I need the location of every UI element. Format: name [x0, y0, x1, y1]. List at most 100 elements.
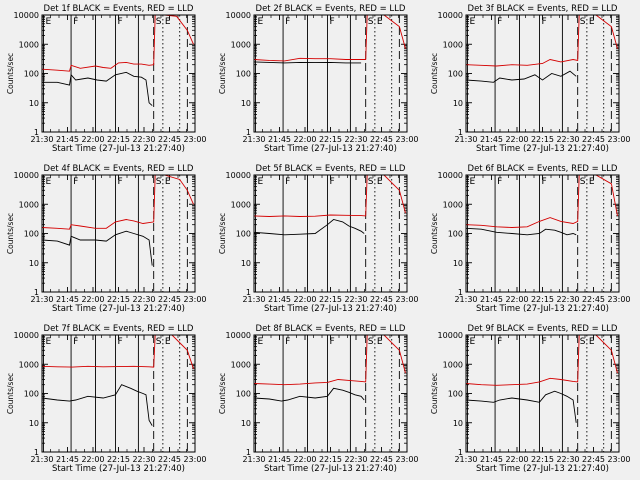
detector-panel-1: Det 1f BLACK = Events, RED = LLD 1 10 100 10…	[6, 4, 207, 154]
y-tick-label: 1000	[443, 360, 463, 369]
region-label: E	[377, 17, 383, 27]
plot-frame	[465, 14, 620, 133]
y-axis-label: Counts/sec	[6, 213, 15, 254]
region-label: E	[46, 177, 52, 187]
x-tick-label: 21:45	[268, 295, 291, 304]
x-tick-label: 22:30	[132, 455, 155, 464]
x-tick-label: 22:00	[81, 455, 104, 464]
x-tick-label: 22:15	[319, 455, 342, 464]
series-line-events	[254, 219, 365, 236]
region-label: F	[117, 17, 122, 27]
region-label: S	[368, 337, 374, 347]
x-tick-label: 22:45	[370, 135, 393, 144]
region-label: F	[541, 337, 546, 347]
y-tick-label: 1	[34, 128, 39, 137]
region-label: F	[73, 177, 78, 187]
y-tick-label: 100	[24, 230, 39, 239]
x-tick-label: 23:00	[183, 295, 206, 304]
x-tick-label: 22:45	[158, 455, 181, 464]
plot-frame	[253, 334, 408, 453]
x-tick-label: 22:00	[505, 455, 528, 464]
x-axis-label: Start Time (27-Jul-13 21:27:40)	[52, 304, 185, 314]
x-tick-label: 21:45	[56, 135, 79, 144]
y-axis-label: Counts/sec	[218, 53, 227, 94]
panel-title: Det 8f BLACK = Events, RED = LLD	[256, 324, 406, 334]
y-tick-label: 100	[236, 230, 251, 239]
y-axis-label: Counts/sec	[218, 213, 227, 254]
x-tick-label: 22:15	[107, 295, 130, 304]
x-tick-label: 22:45	[582, 135, 605, 144]
detector-panel-8: Det 8f BLACK = Events, RED = LLD 1 10 100 10…	[218, 324, 419, 474]
y-tick-label: 1000	[231, 40, 251, 49]
y-axis-label: Counts/sec	[430, 373, 439, 414]
y-tick-label: 10000	[438, 11, 463, 20]
region-label: F	[285, 337, 290, 347]
panel-title: Det 6f BLACK = Events, RED = LLD	[468, 164, 618, 174]
y-tick-label: 10000	[226, 11, 251, 20]
y-tick-label: 10	[241, 99, 251, 108]
y-tick-label: 1000	[19, 200, 39, 209]
x-tick-label: 22:15	[319, 135, 342, 144]
series-line-lld	[254, 15, 406, 62]
x-tick-label: 22:15	[531, 455, 554, 464]
x-tick-label: 22:30	[132, 135, 155, 144]
x-tick-label: 22:15	[531, 295, 554, 304]
region-label: E	[46, 337, 52, 347]
x-tick-label: 22:30	[556, 455, 579, 464]
region-label: S	[368, 177, 374, 187]
x-axis-label: Start Time (27-Jul-13 21:27:40)	[52, 464, 185, 474]
series-line-lld	[42, 335, 194, 369]
x-tick-label: 22:30	[556, 295, 579, 304]
plot-frame	[465, 174, 620, 293]
y-axis-label: Counts/sec	[430, 213, 439, 254]
x-tick-label: 21:30	[454, 455, 477, 464]
region-label: E	[258, 177, 264, 187]
y-tick-label: 10000	[226, 331, 251, 340]
region-label: E	[258, 17, 264, 27]
y-tick-label: 10	[29, 419, 39, 428]
y-tick-label: 100	[24, 390, 39, 399]
series-line-events	[42, 71, 153, 106]
x-tick-label: 22:00	[293, 135, 316, 144]
detector-panel-6: Det 6f BLACK = Events, RED = LLD 1 10 100 10…	[430, 164, 631, 314]
region-label: E	[470, 337, 476, 347]
x-tick-label: 21:30	[30, 295, 53, 304]
y-tick-label: 10000	[14, 11, 39, 20]
x-tick-label: 21:30	[242, 455, 265, 464]
x-tick-label: 22:00	[81, 135, 104, 144]
x-tick-label: 22:00	[81, 295, 104, 304]
y-tick-label: 100	[448, 390, 463, 399]
y-tick-label: 1	[246, 288, 251, 297]
region-label: S	[580, 337, 586, 347]
y-tick-label: 1	[34, 448, 39, 457]
region-label: E	[377, 177, 383, 187]
x-tick-label: 21:30	[242, 295, 265, 304]
region-label: E	[589, 177, 595, 187]
series-line-events	[42, 384, 153, 426]
x-tick-label: 21:45	[268, 135, 291, 144]
x-tick-label: 23:00	[607, 135, 630, 144]
region-label: F	[285, 17, 290, 27]
plot-frame	[465, 334, 620, 453]
region-label: E	[46, 17, 52, 27]
region-label: F	[285, 177, 290, 187]
y-tick-label: 10	[241, 419, 251, 428]
x-tick-label: 22:15	[107, 135, 130, 144]
series-line-lld	[254, 335, 406, 386]
x-tick-label: 22:15	[531, 135, 554, 144]
detector-panel-5: Det 5f BLACK = Events, RED = LLD 1 10 100 10…	[218, 164, 419, 314]
x-axis-label: Start Time (27-Jul-13 21:27:40)	[476, 304, 609, 314]
x-tick-label: 22:30	[344, 135, 367, 144]
x-tick-label: 22:00	[293, 455, 316, 464]
region-label: E	[165, 337, 171, 347]
y-tick-label: 1	[458, 288, 463, 297]
x-axis-label: Start Time (27-Jul-13 21:27:40)	[476, 144, 609, 154]
series-line-events	[42, 230, 153, 266]
region-label: E	[165, 177, 171, 187]
y-tick-label: 1000	[231, 200, 251, 209]
y-tick-label: 10	[453, 99, 463, 108]
x-tick-label: 22:45	[158, 295, 181, 304]
region-label: S	[368, 17, 374, 27]
detector-panel-3: Det 3f BLACK = Events, RED = LLD 1 10 100 10…	[430, 4, 631, 154]
